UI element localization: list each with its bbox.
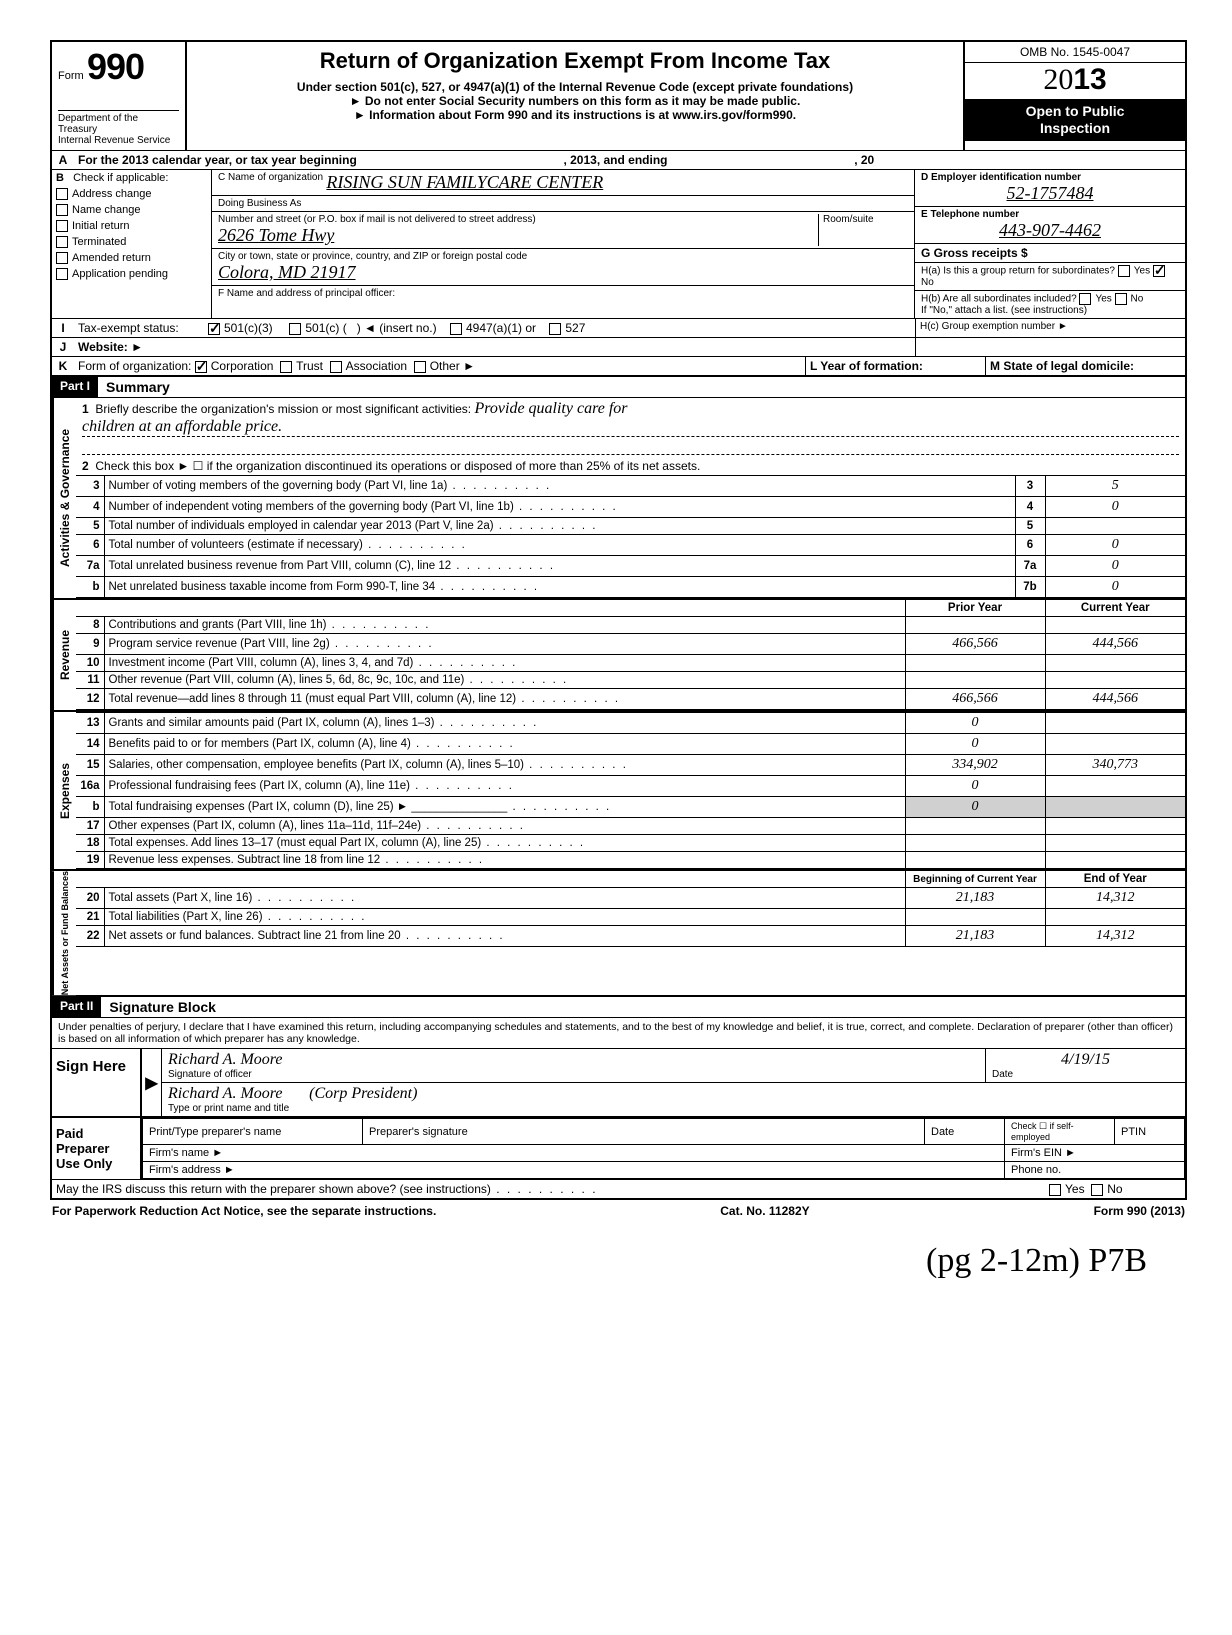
footer: For Paperwork Reduction Act Notice, see … xyxy=(50,1200,1187,1222)
check-amended[interactable]: Amended return xyxy=(52,250,211,266)
paid-preparer-label: Paid Preparer Use Only xyxy=(52,1118,142,1179)
dept1: Department of the Treasury xyxy=(58,113,179,135)
subtitle-2: ► Do not enter Social Security numbers o… xyxy=(193,94,957,108)
sign-date: 4/19/15 xyxy=(992,1051,1179,1069)
line-k: K Form of organization: Corporation Trus… xyxy=(52,356,1185,375)
check-name-change[interactable]: Name change xyxy=(52,202,211,218)
check-trust[interactable] xyxy=(280,361,292,373)
form-990: Form 990 Department of the Treasury Inte… xyxy=(50,40,1187,1200)
section-c: C Name of organization RISING SUN FAMILY… xyxy=(212,170,915,318)
discuss-yes[interactable] xyxy=(1049,1184,1061,1196)
revenue-table: Prior Year Current Year 8Contributions a… xyxy=(76,600,1185,710)
check-4947[interactable] xyxy=(450,323,462,335)
line-a: A For the 2013 calendar year, or tax yea… xyxy=(52,150,1185,169)
ein: 52-1757484 xyxy=(921,183,1179,204)
vlabel-net-assets: Net Assets or Fund Balances xyxy=(52,871,76,995)
vlabel-governance: Activities & Governance xyxy=(52,398,76,598)
vlabel-expenses: Expenses xyxy=(52,712,76,869)
line-j: J Website: ► xyxy=(52,337,1185,356)
city-state-zip: Colora, MD 21917 xyxy=(218,262,908,283)
vlabel-revenue: Revenue xyxy=(52,600,76,710)
org-name: RISING SUN FAMILYCARE CENTER xyxy=(326,172,603,193)
form-word: Form xyxy=(58,70,84,82)
hand-annotation: (pg 2-12m) P7B xyxy=(50,1222,1187,1280)
tax-year: 2013 xyxy=(965,63,1185,99)
mission-line1: Provide quality care for xyxy=(474,400,627,417)
section-b-checks: B Check if applicable: Address change Na… xyxy=(52,170,212,318)
part-i-header: Part I Summary xyxy=(52,375,1185,397)
dept2: Internal Revenue Service xyxy=(58,135,179,146)
check-application-pending[interactable]: Application pending xyxy=(52,266,211,282)
sign-here-label: Sign Here xyxy=(52,1049,142,1116)
expenses-table: 13Grants and similar amounts paid (Part … xyxy=(76,712,1185,869)
mission-line2: children at an affordable price. xyxy=(82,418,1179,437)
street-address: 2626 Tome Hwy xyxy=(218,225,818,246)
check-initial-return[interactable]: Initial return xyxy=(52,218,211,234)
officer-name: Richard A. Moore xyxy=(168,1085,283,1102)
check-assoc[interactable] xyxy=(330,361,342,373)
check-501c[interactable] xyxy=(289,323,301,335)
check-other[interactable] xyxy=(414,361,426,373)
subtitle-1: Under section 501(c), 527, or 4947(a)(1)… xyxy=(193,80,957,94)
net-assets-table: Beginning of Current Year End of Year 20… xyxy=(76,871,1185,947)
main-title: Return of Organization Exempt From Incom… xyxy=(193,48,957,74)
preparer-table: Print/Type preparer's name Preparer's si… xyxy=(142,1118,1185,1179)
perjury-statement: Under penalties of perjury, I declare th… xyxy=(52,1017,1185,1048)
check-terminated[interactable]: Terminated xyxy=(52,234,211,250)
check-corp[interactable] xyxy=(195,361,207,373)
omb-number: OMB No. 1545-0047 xyxy=(965,42,1185,63)
discuss-no[interactable] xyxy=(1091,1184,1103,1196)
discuss-row: May the IRS discuss this return with the… xyxy=(52,1179,1185,1198)
phone: 443-907-4462 xyxy=(921,220,1179,241)
officer-signature: Richard A. Moore xyxy=(168,1051,979,1069)
open-to-public: Open to PublicInspection xyxy=(965,99,1185,141)
check-address-change[interactable]: Address change xyxy=(52,186,211,202)
form-number: 990 xyxy=(87,46,144,87)
subtitle-3: ► Information about Form 990 and its ins… xyxy=(193,108,957,122)
check-527[interactable] xyxy=(549,323,561,335)
header-row: Form 990 Department of the Treasury Inte… xyxy=(52,40,1185,150)
line-i: I Tax-exempt status: 501(c)(3) 501(c) ( … xyxy=(52,318,1185,337)
check-501c3[interactable] xyxy=(208,323,220,335)
section-d-e-g-h: D Employer identification number 52-1757… xyxy=(915,170,1185,318)
governance-table: 3Number of voting members of the governi… xyxy=(76,475,1185,598)
officer-title: (Corp President) xyxy=(309,1085,417,1102)
part-ii-header: Part II Signature Block xyxy=(52,995,1185,1017)
